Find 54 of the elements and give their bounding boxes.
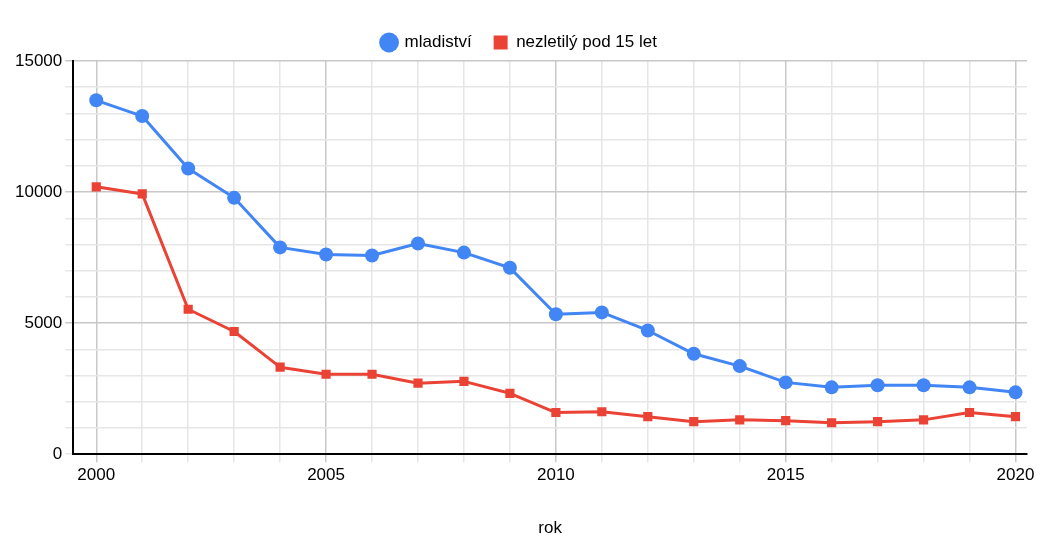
point	[273, 240, 288, 255]
point	[413, 378, 423, 388]
legend-label: mladiství	[404, 32, 472, 52]
point	[89, 93, 104, 108]
x-tick-label: 2000	[77, 465, 116, 485]
point	[229, 326, 239, 337]
point	[410, 236, 425, 251]
point	[732, 359, 747, 374]
point	[689, 417, 699, 427]
point	[1008, 385, 1023, 400]
x-axis-title: rok	[538, 518, 563, 538]
point	[686, 346, 701, 361]
point	[778, 375, 793, 390]
y-tick-label: 15000	[14, 50, 63, 70]
point	[640, 323, 655, 338]
point	[643, 412, 653, 422]
y-tick-label: 10000	[14, 181, 63, 201]
point	[137, 189, 147, 199]
point	[548, 307, 563, 322]
point	[367, 369, 377, 379]
point	[916, 378, 931, 393]
point	[781, 416, 791, 426]
point	[824, 380, 839, 395]
point	[319, 247, 334, 262]
x-tick-label: 2010	[536, 465, 575, 485]
y-tick-label: 5000	[24, 312, 63, 332]
point	[962, 380, 977, 395]
point	[594, 305, 609, 320]
point	[321, 369, 331, 379]
point	[870, 378, 885, 393]
point	[459, 376, 469, 386]
point	[827, 418, 837, 428]
point	[181, 161, 196, 176]
point	[505, 388, 515, 398]
point	[918, 415, 929, 425]
point	[456, 245, 471, 260]
y-tick-label: 0	[52, 443, 63, 463]
point	[183, 304, 193, 314]
point	[91, 182, 101, 192]
point	[964, 407, 975, 418]
point	[365, 248, 380, 263]
point	[597, 407, 607, 417]
point	[275, 362, 285, 372]
point	[551, 407, 561, 418]
point	[735, 415, 745, 425]
x-tick-label: 2005	[307, 465, 345, 485]
point	[873, 417, 883, 427]
legend-label: nezletilý pod 15 let	[516, 32, 658, 52]
point	[502, 260, 517, 275]
point	[227, 190, 242, 205]
point	[1010, 412, 1021, 422]
point	[135, 109, 150, 124]
x-tick-label: 2020	[996, 465, 1035, 485]
x-tick-label: 2015	[766, 465, 805, 485]
